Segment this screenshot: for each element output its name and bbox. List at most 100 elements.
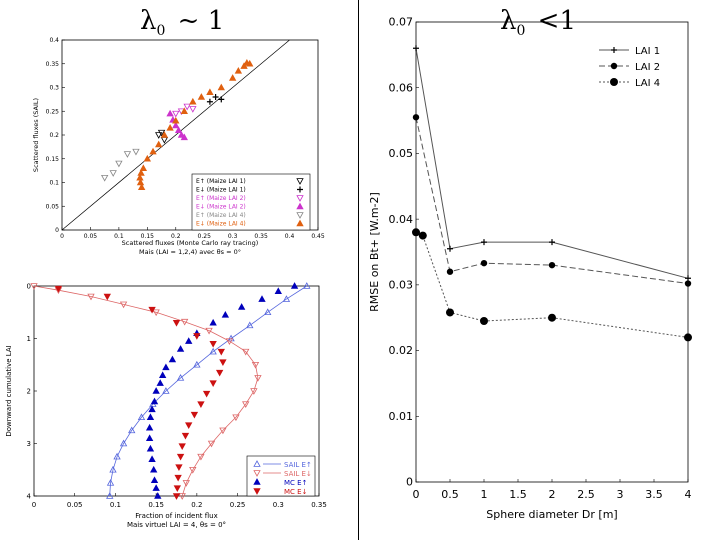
tl-data-point	[218, 96, 225, 103]
bl-data-point	[219, 427, 227, 435]
bl-legend-marker	[253, 470, 261, 477]
bl-x-tick-label: 0.05	[67, 501, 83, 509]
tl-data-point	[123, 151, 132, 158]
tl-y-tick-label: 0.25	[46, 108, 60, 115]
bl-data-point	[175, 464, 183, 471]
bl-data-point	[207, 440, 216, 448]
tl-y-tick-label: 0	[55, 227, 59, 234]
tl-legend-label: E↓ (Maize LAI 1)	[196, 187, 246, 194]
tl-data-point	[172, 121, 180, 129]
r-data-point	[548, 261, 556, 269]
bl-data-point	[225, 338, 234, 345]
r-legend-marker	[610, 62, 618, 70]
r-x-axis-label: Sphere diameter Dr [m]	[486, 508, 617, 521]
bl-legend-label: MC E↓	[284, 488, 307, 496]
tl-data-point	[180, 107, 188, 115]
tl-x-tick-label: 0.05	[84, 233, 98, 240]
bl-data-point	[209, 380, 217, 387]
tl-legend-marker	[296, 212, 304, 219]
tl-data-point	[136, 178, 145, 186]
bl-x-tick-label: 0.2	[191, 501, 202, 509]
bl-data-point	[172, 493, 181, 500]
bl-x-axis-label: Fraction of incident flux	[135, 512, 217, 520]
r-x-tick-label: 2.5	[577, 488, 595, 501]
bl-data-point	[30, 283, 38, 290]
bl-x-tick-label: 0.15	[148, 501, 164, 509]
r-y-tick-label: 0.07	[389, 16, 414, 29]
bl-data-point	[146, 444, 155, 452]
r-data-point	[412, 114, 420, 121]
r-x-tick-label: 4	[685, 488, 692, 501]
bl-data-point	[215, 369, 224, 377]
r-data-point	[481, 239, 487, 246]
bl-data-point	[150, 397, 159, 405]
tl-data-point	[139, 164, 148, 172]
r-data-point	[480, 317, 488, 325]
tl-one-to-one-line	[61, 39, 290, 231]
bl-data-point	[242, 401, 250, 408]
tl-data-point	[197, 93, 206, 100]
tl-x-tick-label: 0.2	[171, 233, 181, 240]
bl-data-point	[237, 303, 246, 310]
tl-data-point	[137, 183, 146, 191]
bl-data-point	[282, 295, 291, 302]
r-x-tick-label: 0.5	[441, 488, 459, 501]
bl-data-point	[193, 360, 201, 368]
tl-y-tick-label: 0.4	[49, 37, 59, 44]
bl-y-tick-label: 3	[27, 440, 31, 448]
bl-data-point	[219, 359, 227, 366]
bl-data-point	[87, 293, 95, 301]
tl-y-tick-label: 0.15	[46, 156, 60, 163]
bl-data-point	[148, 455, 156, 463]
bl-data-point	[152, 484, 160, 491]
tl-y-tick-label: 0.35	[46, 61, 60, 68]
tl-x-tick-label: 0.3	[228, 233, 238, 240]
r-data-point	[446, 308, 454, 317]
r-legend-label: LAI 1	[635, 46, 660, 57]
bl-data-point	[209, 347, 217, 355]
tl-legend-label: E↑ (Maize LAI 2)	[196, 195, 246, 202]
bl-data-point	[173, 485, 181, 492]
r-plot-frame	[415, 21, 689, 483]
r-x-tick-label: 1	[481, 488, 488, 501]
r-data-point	[413, 45, 419, 52]
tl-data-point	[174, 126, 183, 134]
r-y-tick-label: 0.06	[389, 81, 414, 94]
tl-data-point	[189, 97, 197, 105]
r-data-point	[548, 313, 556, 322]
bl-legend-marker	[253, 488, 261, 495]
bl-data-point	[106, 479, 115, 486]
r-legend-marker	[611, 47, 617, 53]
r-x-tick-label: 3	[617, 488, 624, 501]
bl-data-point	[251, 361, 260, 369]
tl-x-tick-label: 0.15	[141, 233, 155, 240]
tl-data-point	[240, 62, 248, 69]
tl-data-point	[155, 140, 163, 148]
bl-caption: Mais virtuel LAI = 4, θs = 0°	[127, 521, 226, 529]
r-y-tick-label: 0.04	[389, 213, 414, 226]
tl-data-point	[100, 174, 109, 182]
tl-data-point	[206, 98, 213, 105]
tl-data-point	[206, 88, 214, 96]
tl-legend-label: E↑ (Maize LAI 4)	[196, 212, 246, 219]
bl-data-point	[185, 337, 193, 344]
tl-legend-marker	[296, 202, 304, 210]
tl-x-tick-label: 0	[60, 233, 64, 240]
bl-series-line	[109, 285, 308, 497]
bl-data-point	[290, 282, 299, 289]
r-data-point	[684, 280, 692, 287]
right-panel-title: λ0 <1	[500, 6, 576, 46]
tl-x-axis-label: Scattered fluxes (Monte Carlo ray tracin…	[122, 239, 259, 247]
bl-x-tick-label: 0.3	[273, 501, 284, 509]
bl-data-point	[168, 355, 177, 363]
tl-data-point	[172, 116, 180, 124]
bl-data-point	[119, 301, 128, 309]
tl-legend-label: E↓ (Maize LAI 4)	[196, 221, 246, 228]
bl-x-tick-label: 0.25	[230, 501, 246, 509]
bl-data-point	[172, 319, 181, 327]
r-y-axis-label: RMSE on Bt+ [W.m-2]	[368, 192, 381, 312]
bl-data-point	[152, 309, 160, 317]
bl-data-point	[54, 285, 63, 293]
tl-data-point	[137, 169, 145, 176]
bl-data-point	[274, 287, 282, 295]
